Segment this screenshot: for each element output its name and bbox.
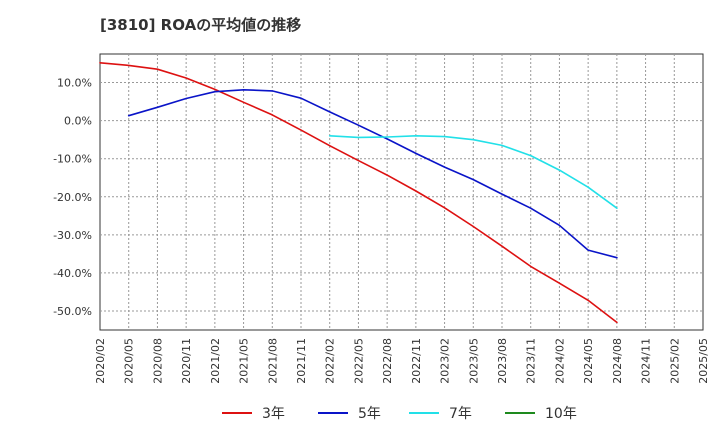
chart-title: [3810] ROAの平均値の推移	[100, 16, 302, 34]
x-tick-label: 2022/11	[410, 338, 423, 384]
series-lines	[99, 62, 618, 324]
x-tick-label: 2025/05	[697, 338, 710, 384]
x-tick-label: 2023/11	[525, 338, 538, 384]
legend-label: 10年	[545, 406, 577, 422]
series-line	[127, 89, 618, 259]
x-axis: 2020/02 2020/05 2020/08 2020/11 2021/02 2021/…	[94, 338, 710, 384]
x-tick-label: 2023/05	[467, 338, 480, 384]
x-tick-label: 2022/02	[324, 338, 337, 384]
x-tick-label: 2020/11	[180, 338, 193, 384]
x-tick-label: 2022/05	[352, 338, 365, 384]
y-tick-label: -50.0%	[53, 305, 92, 318]
x-tick-label: 2024/05	[582, 338, 595, 384]
x-tick-label: 2021/02	[209, 338, 222, 384]
legend-label: 5年	[358, 406, 381, 422]
y-tick-label: 0.0%	[64, 115, 92, 128]
x-tick-label: 2021/11	[295, 338, 308, 384]
x-tick-label: 2025/02	[668, 338, 681, 384]
x-tick-label: 2023/02	[439, 338, 452, 384]
x-tick-label: 2023/08	[496, 338, 509, 384]
x-tick-label: 2024/08	[611, 338, 624, 384]
series-line	[99, 62, 618, 324]
x-tick-label: 2020/02	[94, 338, 107, 384]
legend: 3年 5年 7年 10年	[222, 406, 577, 422]
y-tick-label: -40.0%	[53, 267, 92, 280]
plot-area	[99, 53, 704, 331]
y-tick-label: -20.0%	[53, 191, 92, 204]
legend-label: 3年	[262, 406, 285, 422]
x-tick-label: 2022/08	[381, 338, 394, 384]
y-tick-label: 10.0%	[57, 77, 92, 90]
series-line	[328, 135, 618, 209]
y-tick-label: -30.0%	[53, 229, 92, 242]
x-tick-label: 2024/02	[553, 338, 566, 384]
x-tick-label: 2020/05	[123, 338, 136, 384]
y-tick-label: -10.0%	[53, 153, 92, 166]
grid-lines	[100, 54, 703, 330]
x-tick-label: 2021/05	[238, 338, 251, 384]
x-tick-label: 2024/11	[640, 338, 653, 384]
x-tick-label: 2021/08	[266, 338, 279, 384]
x-tick-label: 2020/08	[151, 338, 164, 384]
y-axis: 10.0% 0.0% -10.0% -20.0% -30.0% -40.0% -50.0%	[53, 77, 92, 318]
legend-label: 7年	[449, 406, 472, 422]
